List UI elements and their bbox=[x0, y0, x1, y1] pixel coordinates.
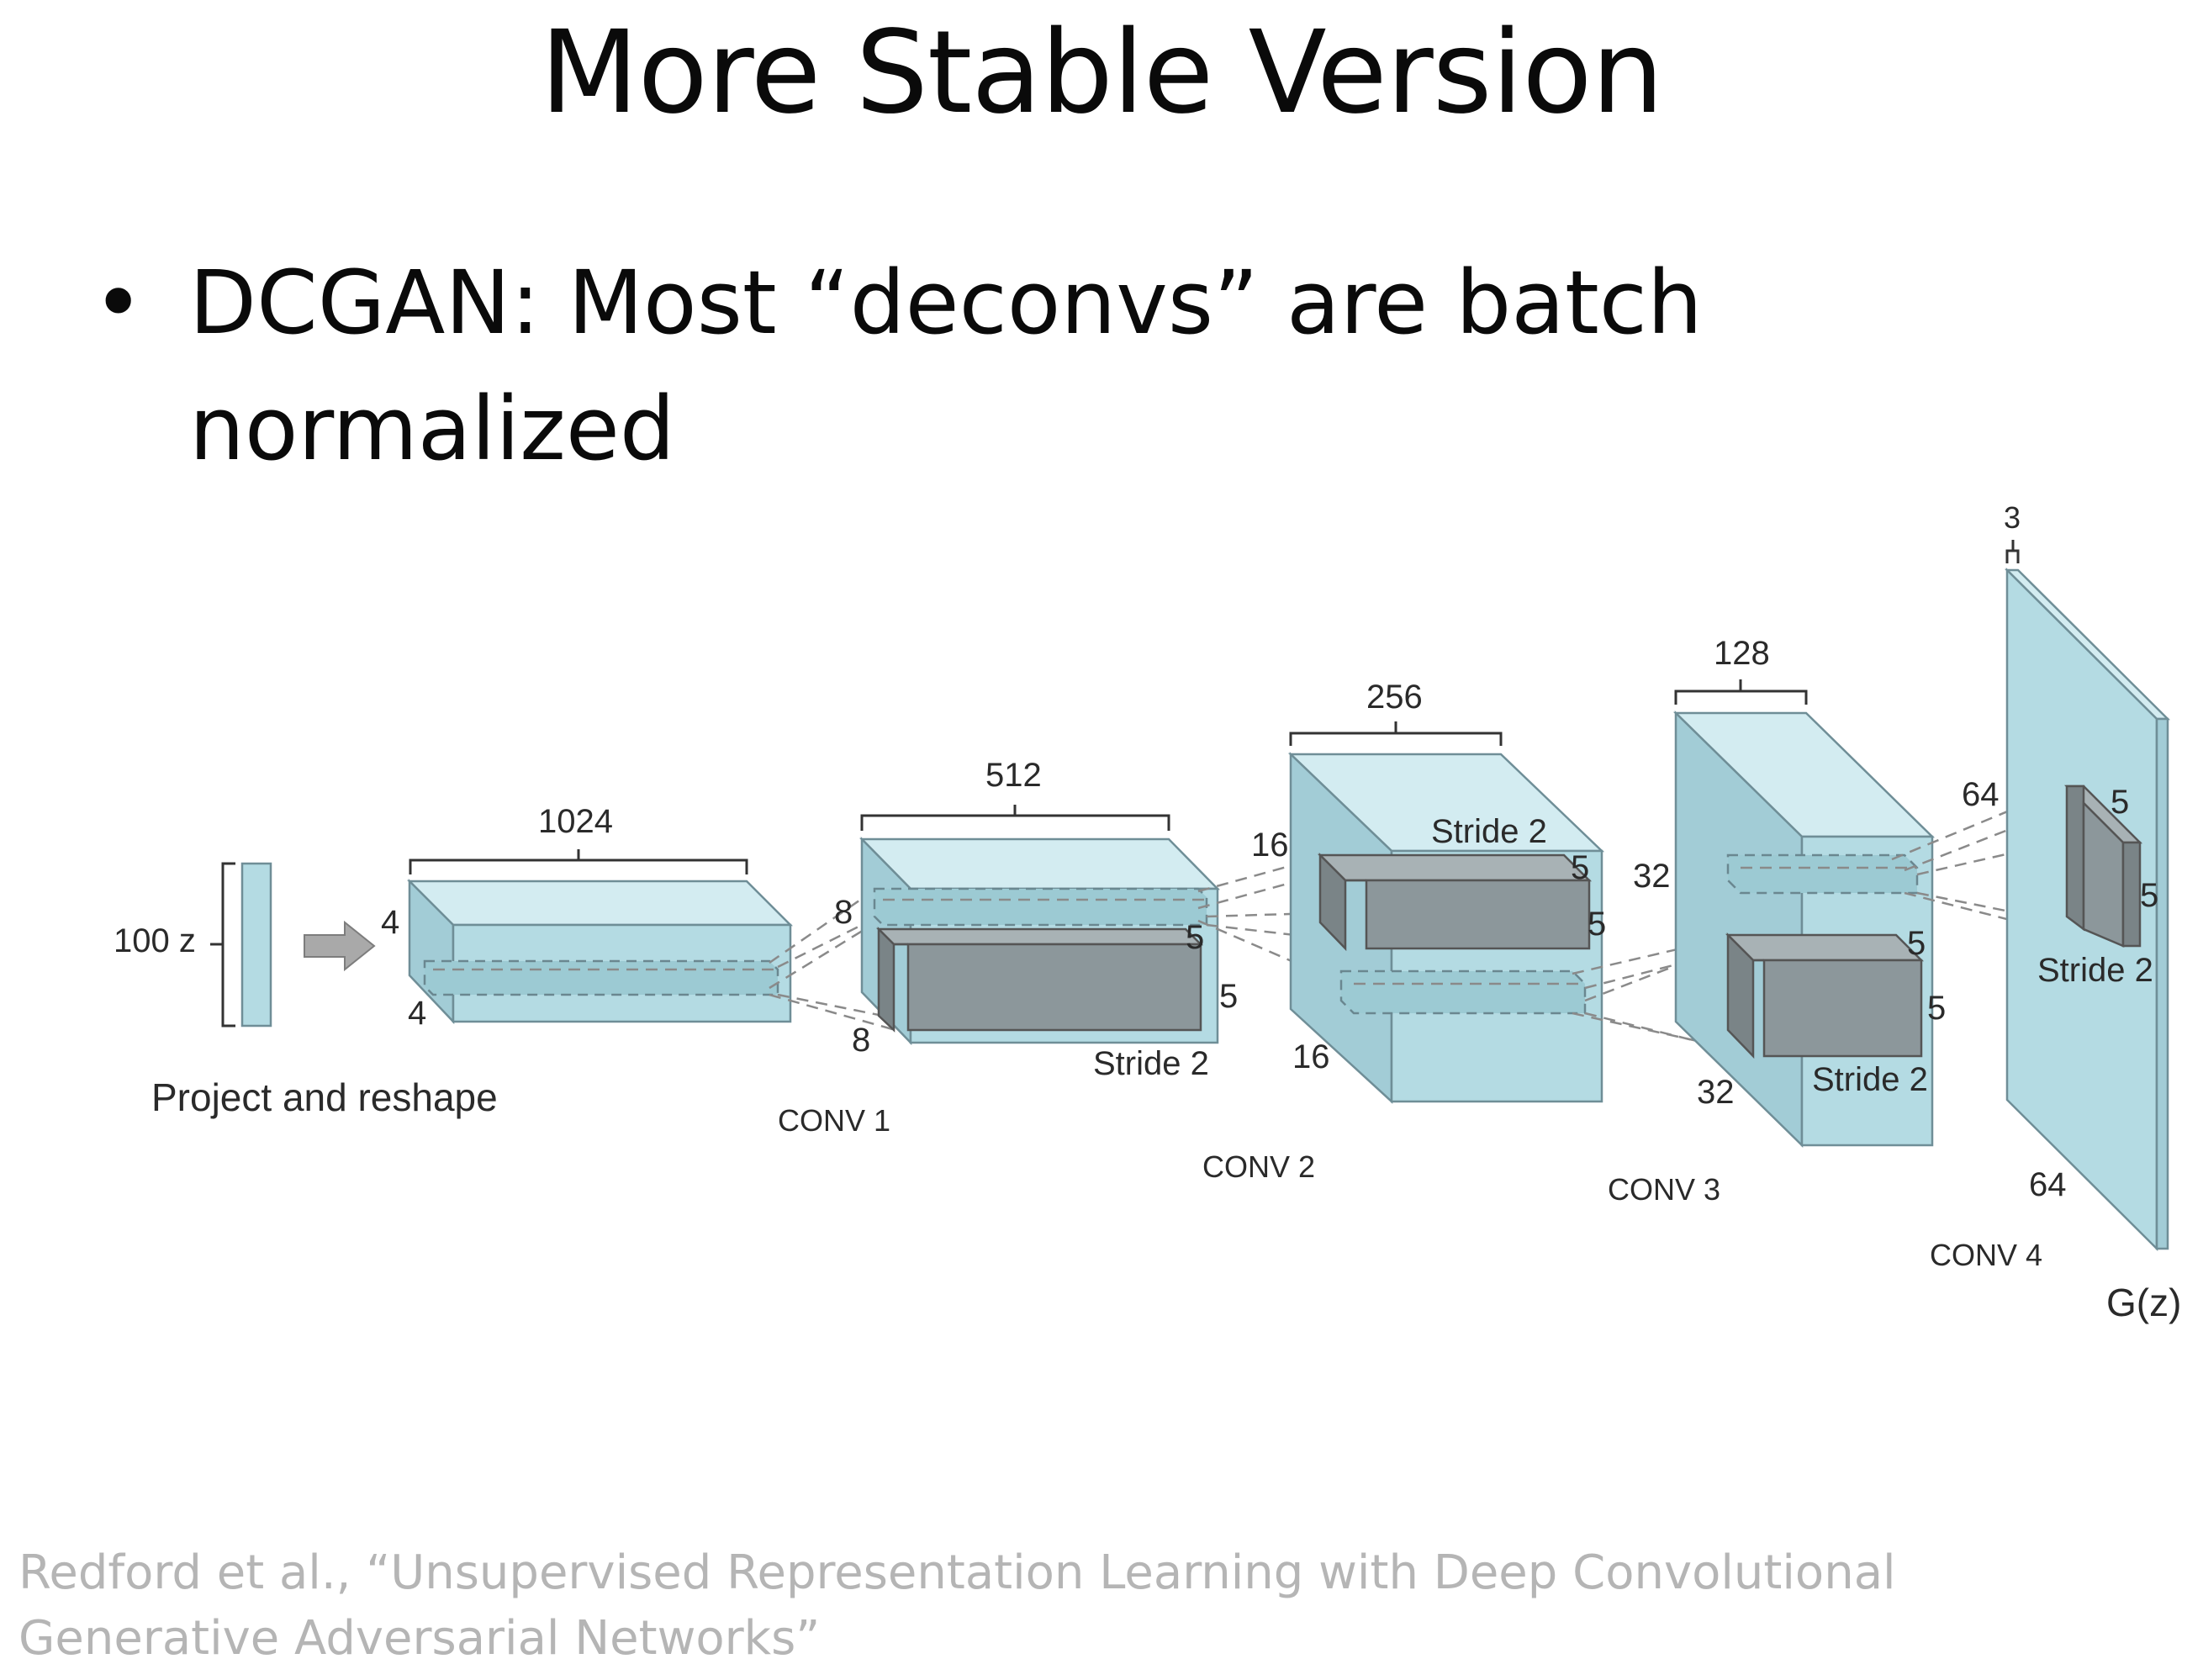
conv2-kernel-w-label: 5 bbox=[1588, 906, 1606, 943]
conv2-height-label: 16 bbox=[1251, 827, 1289, 864]
conv4-depth-brace bbox=[2005, 540, 2020, 563]
slide-title: More Stable Version bbox=[540, 7, 1664, 140]
conv2-kernel-h-label: 5 bbox=[1571, 849, 1589, 886]
bullet-marker: • bbox=[92, 251, 145, 354]
input-vector: 100 z Project and reshape bbox=[114, 862, 498, 1119]
conv1-width-label: 8 bbox=[852, 1022, 870, 1059]
output-gz-label: G(z) bbox=[2106, 1281, 2181, 1324]
project-arrow-icon bbox=[304, 920, 376, 972]
conv1-label: CONV 1 bbox=[778, 1103, 890, 1138]
conv1-depth-label: 512 bbox=[985, 757, 1042, 794]
conv4-width-label: 64 bbox=[2029, 1166, 2067, 1203]
conv4-stride-label: Stride 2 bbox=[2037, 952, 2153, 989]
conv3-kernel-h-label: 5 bbox=[1907, 925, 1926, 962]
layer0-depth-brace bbox=[409, 849, 748, 874]
z-vector-bar bbox=[240, 862, 272, 1028]
conv2-depth-brace bbox=[1289, 721, 1503, 746]
conv1-height-label: 8 bbox=[834, 894, 853, 931]
conv1-depth-brace bbox=[860, 805, 1170, 831]
input-bracket bbox=[221, 862, 235, 1028]
connections-layer0-conv1 bbox=[769, 885, 913, 1032]
conv4-label: CONV 4 bbox=[1930, 1238, 2042, 1272]
conv3-width-label: 32 bbox=[1697, 1074, 1735, 1111]
conv4-depth-label: 3 bbox=[2004, 500, 2021, 535]
layer-conv1: 512 8 8 5 5 Stride 2 CONV 1 bbox=[778, 757, 1238, 1138]
conv1-kernel-h-label: 5 bbox=[1186, 919, 1204, 956]
conv3-height-label: 32 bbox=[1633, 858, 1671, 895]
conv3-label: CONV 3 bbox=[1608, 1172, 1720, 1207]
conv4-kernel-w-label: 5 bbox=[2140, 877, 2158, 914]
layer-conv2: 256 16 16 5 5 Stride 2 CONV 2 bbox=[1202, 679, 1606, 1184]
conv2-width-label: 16 bbox=[1292, 1038, 1330, 1075]
project-reshape-caption: Project and reshape bbox=[151, 1075, 498, 1119]
conv2-label: CONV 2 bbox=[1202, 1149, 1315, 1184]
conv3-depth-brace bbox=[1674, 679, 1808, 705]
layer-conv4: 3 64 64 5 5 Stride 2 CONV 4 G(z) bbox=[1930, 500, 2181, 1324]
layer0-width-label: 4 bbox=[408, 995, 426, 1032]
conv3-kernel-w-label: 5 bbox=[1927, 990, 1946, 1027]
conv4-kernel-h-label: 5 bbox=[2111, 784, 2129, 821]
layer-conv3: 128 32 32 5 5 Stride 2 CONV 3 bbox=[1608, 635, 1946, 1207]
conv4-height-label: 64 bbox=[1962, 776, 2000, 813]
conv3-depth-label: 128 bbox=[1714, 635, 1770, 672]
citation: Redford et al., “Unsupervised Representa… bbox=[18, 1545, 1896, 1666]
conv2-stride-label: Stride 2 bbox=[1431, 813, 1547, 850]
layer-4x4x1024: 1024 4 4 bbox=[381, 803, 794, 1032]
conv3-stride-label: Stride 2 bbox=[1812, 1061, 1928, 1098]
conv1-kernel-w-label: 5 bbox=[1219, 978, 1238, 1015]
conv1-stride-label: Stride 2 bbox=[1093, 1045, 1209, 1082]
input-z-label: 100 z bbox=[114, 922, 196, 959]
layer0-height-label: 4 bbox=[381, 904, 399, 941]
bullet-text: DCGAN: Most “deconvs” are batch normaliz… bbox=[189, 251, 1703, 480]
conv2-depth-label: 256 bbox=[1366, 679, 1423, 716]
layer0-depth-label: 1024 bbox=[538, 803, 613, 840]
